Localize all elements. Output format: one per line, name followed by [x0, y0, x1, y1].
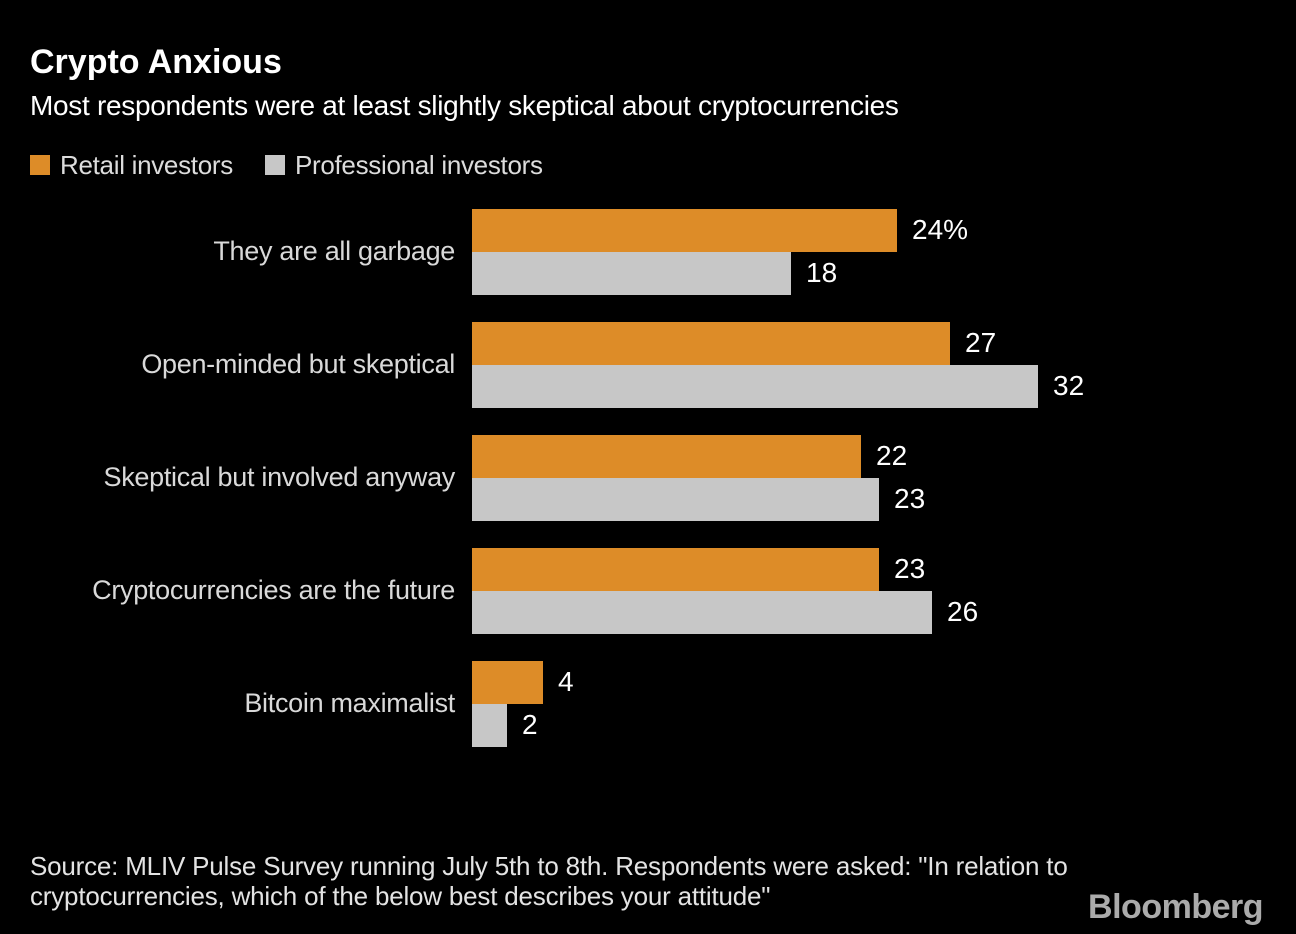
- bar-line: 23: [472, 547, 978, 591]
- value-label: 4: [558, 666, 574, 698]
- bar-line: 27: [472, 321, 1084, 365]
- legend: Retail investors Professional investors: [30, 150, 1266, 181]
- bar-line: 26: [472, 590, 979, 634]
- bloomberg-logo: Bloomberg: [1088, 888, 1263, 926]
- category-label: Bitcoin maximalist: [244, 688, 455, 719]
- value-label: 24%: [912, 214, 969, 246]
- source-note: Source: MLIV Pulse Survey running July 5…: [30, 851, 1068, 912]
- retail-investors-bar: [472, 434, 861, 478]
- legend-label: Retail investors: [60, 149, 233, 180]
- professional-investors-bar: [472, 364, 1038, 408]
- retail-investors-bar: [472, 321, 950, 365]
- professional-investors-bar: [472, 251, 791, 295]
- bar-line: 24%: [472, 208, 969, 252]
- legend-swatch-icon: [30, 155, 50, 176]
- bar-line: 4: [472, 660, 574, 704]
- value-label: 26: [947, 596, 979, 628]
- retail-investors-bar: [472, 547, 879, 591]
- bar-group: Skeptical but involved anyway 22 23: [30, 434, 1266, 521]
- value-label: 27: [965, 327, 997, 359]
- category-label: Open-minded but skeptical: [141, 349, 455, 380]
- retail-investors-bar: [472, 660, 543, 704]
- professional-investors-bar: [472, 477, 879, 521]
- bar-pair: 23 26: [472, 547, 979, 634]
- value-label: 32: [1053, 370, 1085, 402]
- bar-pair: 27 32: [472, 321, 1085, 408]
- bar-pair: 24% 18: [472, 208, 969, 295]
- bar-line: 23: [472, 477, 926, 521]
- legend-item: Retail investors: [30, 150, 233, 181]
- bar-group: Bitcoin maximalist 4 2: [30, 660, 1266, 747]
- legend-item: Professional investors: [264, 149, 543, 181]
- bar-chart: They are all garbage 24% 18 Open-minded but…: [30, 208, 1266, 747]
- bar-group: They are all garbage 24% 18: [30, 208, 1266, 295]
- bar-group: Open-minded but skeptical 27 32: [30, 321, 1266, 408]
- bar-line: 32: [472, 364, 1085, 408]
- legend-label: Professional investors: [294, 149, 543, 180]
- value-label: 22: [876, 440, 908, 472]
- bar-pair: 22 23: [472, 434, 926, 521]
- bar-line: 22: [472, 434, 925, 478]
- category-label: They are all garbage: [213, 236, 455, 267]
- category-label: Cryptocurrencies are the future: [92, 575, 455, 606]
- retail-investors-bar: [472, 208, 897, 252]
- value-label: 23: [894, 483, 926, 515]
- professional-investors-bar: [472, 703, 507, 747]
- chart-subtitle: Most respondents were at least slightly …: [30, 89, 899, 121]
- professional-investors-bar: [472, 590, 932, 634]
- value-label: 23: [894, 553, 926, 585]
- bar-line: 18: [472, 251, 968, 295]
- value-label: 18: [806, 257, 838, 289]
- bar-line: 2: [472, 703, 574, 747]
- category-label: Skeptical but involved anyway: [103, 462, 455, 493]
- legend-swatch-icon: [264, 155, 285, 176]
- chart-title: Crypto Anxious: [30, 43, 282, 81]
- bar-group: Cryptocurrencies are the future 23 26: [30, 547, 1266, 634]
- value-label: 2: [522, 709, 538, 741]
